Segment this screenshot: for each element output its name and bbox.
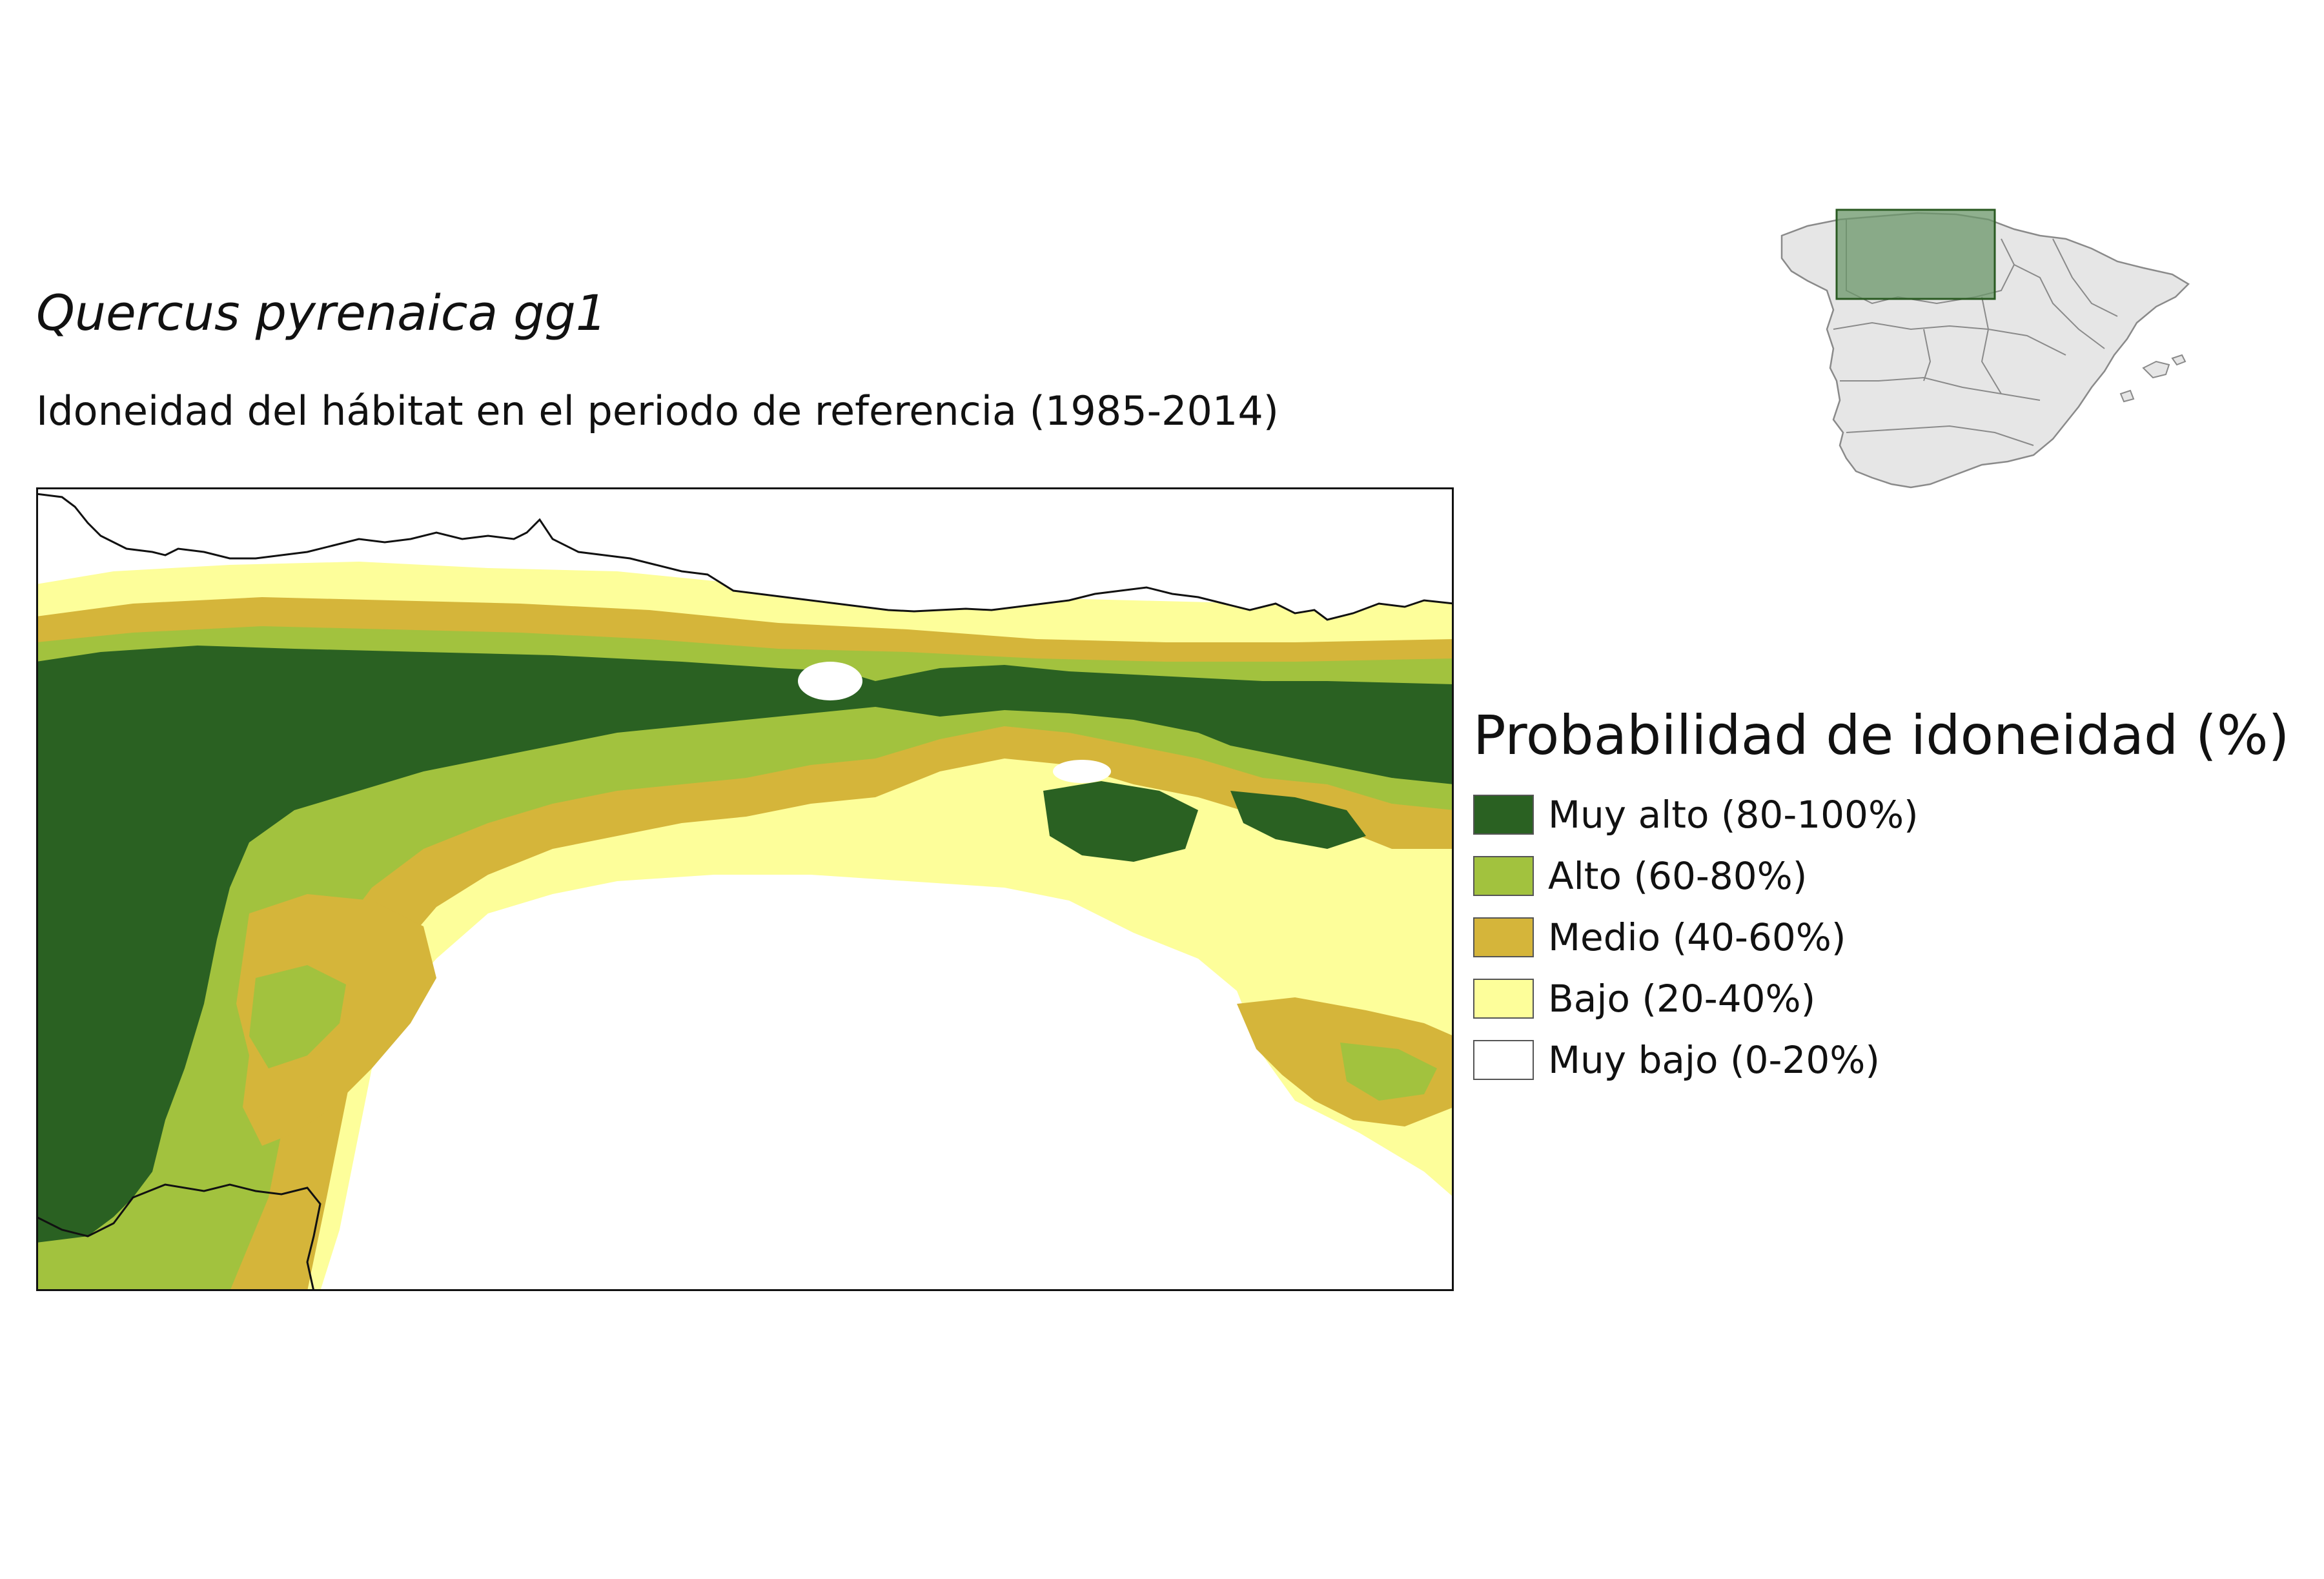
legend-label: Muy alto (80-100%) xyxy=(1548,792,1919,837)
map-subtitle: Idoneidad del hábitat en el periodo de r… xyxy=(36,387,1279,434)
legend-swatch xyxy=(1473,1039,1534,1080)
sea-area xyxy=(36,487,1454,620)
study-area-box xyxy=(1835,209,1996,300)
legend-swatch xyxy=(1473,978,1534,1019)
gap-east-1 xyxy=(1053,760,1111,783)
map-frame xyxy=(36,487,1454,1291)
zone-muy-alto-east xyxy=(1043,781,1198,862)
legend-swatch xyxy=(1473,794,1534,835)
zone-alto xyxy=(36,626,1454,1291)
legend-label: Alto (60-80%) xyxy=(1548,853,1808,898)
locator-map-spain xyxy=(1780,209,2190,489)
legend-label: Medio (40-60%) xyxy=(1548,915,1846,959)
legend-swatch xyxy=(1473,917,1534,957)
zone-alto-southwest xyxy=(249,965,346,1068)
zone-muy-alto-east-2 xyxy=(1230,791,1366,849)
map-title: Quercus pyrenaica gg1 xyxy=(36,284,607,341)
legend-item-alto: Alto (60-80%) xyxy=(1473,845,2289,906)
portugal-border xyxy=(36,1183,321,1291)
legend-label: Muy bajo (0-20%) xyxy=(1548,1037,1880,1082)
zone-alto-southeast xyxy=(1340,1043,1437,1101)
region-borders xyxy=(1833,219,2118,446)
gap-east-2 xyxy=(798,662,862,700)
legend-label: Bajo (20-40%) xyxy=(1548,976,1816,1021)
habitat-suitability-map xyxy=(36,487,1454,1291)
coastline xyxy=(36,493,1454,621)
legend-item-muy-alto: Muy alto (80-100%) xyxy=(1473,784,2289,845)
legend: Probabilidad de idoneidad (%) Muy alto (… xyxy=(1473,704,2289,1090)
legend-item-muy-bajo: Muy bajo (0-20%) xyxy=(1473,1029,2289,1090)
zone-muy-alto xyxy=(36,646,1454,1243)
balearic-islands xyxy=(2119,354,2186,403)
legend-item-medio: Medio (40-60%) xyxy=(1473,906,2289,968)
legend-title: Probabilidad de idoneidad (%) xyxy=(1473,704,2290,767)
legend-swatch xyxy=(1473,855,1534,896)
legend-item-bajo: Bajo (20-40%) xyxy=(1473,968,2289,1029)
